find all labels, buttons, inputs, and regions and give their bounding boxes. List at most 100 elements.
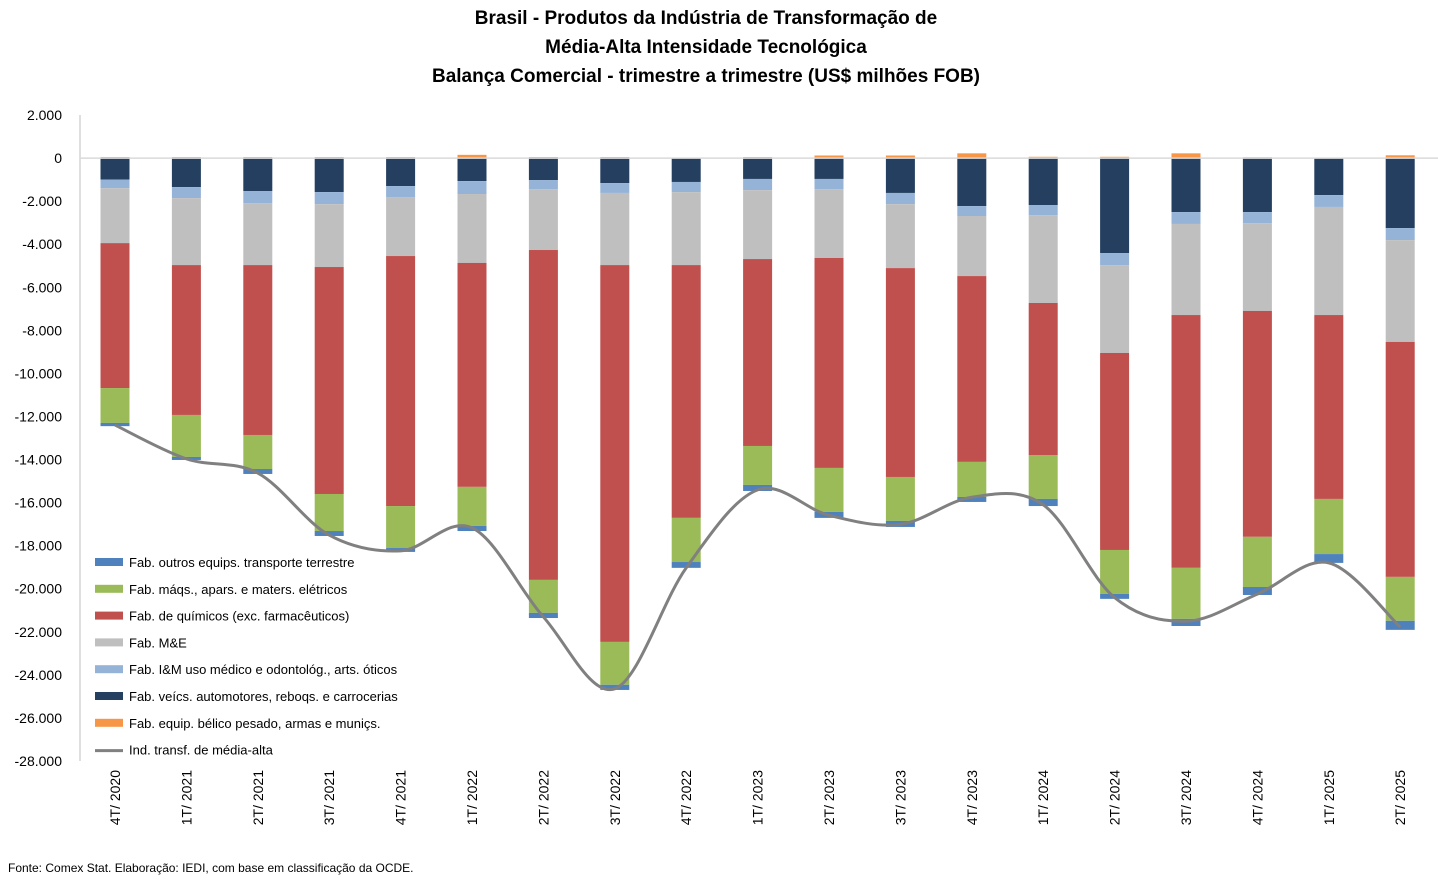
- bar-segment: [957, 153, 987, 159]
- bar-segment: [1242, 310, 1272, 537]
- x-tick-label: 1T/ 2022: [464, 770, 480, 825]
- legend-swatch: [95, 558, 123, 566]
- bar-segment: [885, 155, 915, 159]
- legend-item: Fab. veícs. automotores, reboqs. e carro…: [95, 689, 398, 704]
- bar-segment: [1028, 455, 1058, 499]
- bar-segment: [1171, 223, 1201, 316]
- bar-segment: [100, 388, 130, 423]
- legend-label: Fab. M&E: [129, 635, 187, 650]
- bar-segment: [314, 267, 344, 494]
- line-series: [114, 423, 1402, 692]
- bar-segment: [1100, 253, 1130, 266]
- bar-segment: [1171, 315, 1201, 568]
- bar-segment: [1314, 498, 1344, 555]
- bar-segment: [885, 476, 915, 521]
- x-tick-label: 1T/ 2024: [1035, 770, 1051, 825]
- x-tick-label: 1T/ 2021: [178, 770, 194, 825]
- bar-segment: [814, 155, 844, 159]
- bar-segment: [957, 276, 987, 462]
- bar-segment: [600, 265, 630, 642]
- x-tick-label: 2T/ 2021: [250, 770, 266, 825]
- bar-segment: [314, 204, 344, 268]
- bar-segment: [457, 194, 487, 263]
- bar-segment: [1242, 158, 1272, 213]
- bar-segment: [1028, 158, 1058, 206]
- bar-segment: [386, 506, 416, 549]
- bar-segment: [457, 486, 487, 526]
- bar-segment: [957, 206, 987, 216]
- y-tick-label: 0: [54, 150, 62, 166]
- bar-segment: [528, 189, 558, 251]
- bar-segment: [600, 158, 630, 184]
- bar-segment: [171, 265, 201, 415]
- bar-segment: [1171, 153, 1201, 159]
- legend-swatch: [95, 638, 123, 647]
- bar-segment: [671, 265, 701, 518]
- legend-item: Fab. de químicos (exc. farmacêuticos): [95, 609, 349, 624]
- y-tick-label: -14.000: [15, 452, 63, 468]
- bar-segment: [1314, 158, 1344, 196]
- bar-segment: [1100, 158, 1130, 254]
- bar-segment: [100, 158, 130, 180]
- y-tick-label: -4.000: [22, 236, 62, 252]
- bar-segment: [1242, 536, 1272, 588]
- legend-label: Ind. transf. de média-alta: [129, 743, 274, 758]
- bar-segment: [885, 268, 915, 477]
- x-tick-label: 4T/ 2021: [393, 770, 409, 825]
- bar-segment: [1242, 223, 1272, 311]
- legend-item: Fab. outros equips. transporte terrestre: [95, 555, 354, 570]
- bar-segment: [814, 257, 844, 468]
- bar-segment: [1385, 576, 1415, 621]
- bar-segment: [743, 158, 773, 179]
- bar-segment: [885, 192, 915, 205]
- x-tick-label: 1T/ 2025: [1321, 770, 1337, 825]
- bar-segment: [814, 158, 844, 179]
- legend-item: Fab. I&M uso médico e odontológ., arts. …: [95, 662, 398, 677]
- legend-label: Fab. I&M uso médico e odontológ., arts. …: [129, 662, 398, 677]
- bar-segment: [1242, 212, 1272, 224]
- title-line-2: Média-Alta Intensidade Tecnológica: [545, 37, 867, 58]
- x-tick-label: 4T/ 2023: [964, 770, 980, 825]
- bar-segment: [243, 203, 273, 266]
- legend: Fab. outros equips. transporte terrestre…: [95, 555, 398, 758]
- bar-segment: [1314, 195, 1344, 207]
- bar-segment: [171, 414, 201, 457]
- bar-segment: [957, 497, 987, 502]
- y-tick-label: -8.000: [22, 322, 62, 338]
- bar-segment: [386, 186, 416, 198]
- x-tick-label: 2T/ 2024: [1107, 770, 1123, 825]
- bar-segment: [457, 181, 487, 195]
- y-tick-label: -2.000: [22, 193, 62, 209]
- bar-segment: [1385, 228, 1415, 241]
- legend-label: Fab. outros equips. transporte terrestre: [129, 555, 354, 570]
- x-tick-label: 2T/ 2023: [821, 770, 837, 825]
- bar-segment: [100, 188, 130, 244]
- bar-segment: [171, 198, 201, 266]
- bar-segment: [671, 562, 701, 568]
- bar-segment: [814, 467, 844, 512]
- legend-item: Ind. transf. de média-alta: [95, 743, 274, 758]
- bar-segment: [314, 192, 344, 205]
- bar-segment: [1028, 498, 1058, 507]
- bar-segment: [885, 158, 915, 193]
- bar-segment: [1314, 206, 1344, 316]
- x-tick-label: 3T/ 2022: [607, 770, 623, 825]
- legend-swatch: [95, 611, 123, 620]
- legend-item: Fab. M&E: [95, 635, 187, 650]
- bar-segment: [1171, 212, 1201, 224]
- x-axis: 4T/ 2020 1T/ 2021 2T/ 2021 3T/ 2021 4T/ 2021…: [107, 770, 1408, 825]
- bar-segment: [100, 243, 130, 389]
- bar-segment: [171, 187, 201, 199]
- bar-segment: [243, 434, 273, 470]
- x-tick-label: 2T/ 2025: [1392, 770, 1408, 825]
- bar-segment: [743, 259, 773, 446]
- bar-segment: [528, 158, 558, 181]
- y-tick-label: -6.000: [22, 279, 62, 295]
- y-tick-label: -18.000: [15, 538, 63, 554]
- bar-segment: [957, 158, 987, 207]
- y-axis: 2.000 0 -2.000 -4.000 -6.000 -8.000 -10.000 -12…: [15, 107, 81, 769]
- y-tick-label: -10.000: [15, 365, 63, 381]
- bar-segment: [100, 179, 130, 189]
- title-line-1: Brasil - Produtos da Indústria de Transf…: [475, 8, 937, 29]
- bar-segment: [743, 178, 773, 191]
